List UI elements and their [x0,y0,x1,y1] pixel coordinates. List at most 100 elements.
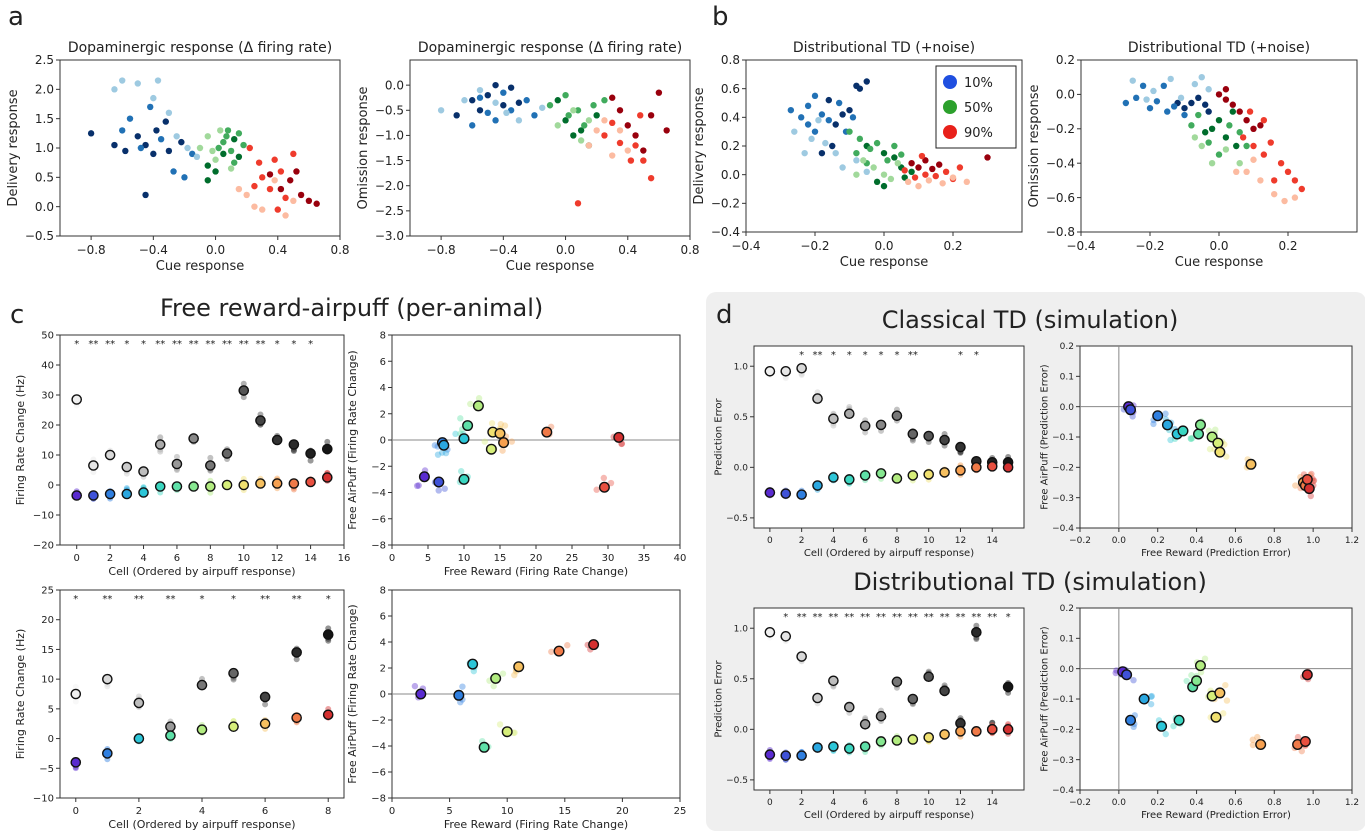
data-point [215,144,222,152]
data-point [624,147,631,154]
data-point [901,167,908,174]
x-axis-label: Free Reward (Firing Rate Change) [444,565,628,578]
reward-mean [859,420,871,432]
reward-mean [104,449,116,461]
x-tick-label: 15 [558,806,571,817]
data-point [1277,160,1285,167]
y-tick-label: 0.1 [1060,372,1074,382]
data-point [832,149,839,157]
y-axis-label: Prediction Error [713,659,724,737]
mean-point [1194,660,1206,672]
data-point [1222,146,1230,153]
data-point [562,92,569,99]
reward-mean [843,408,855,420]
data-point [1233,142,1240,150]
replicate-point [475,395,483,402]
data-point [266,171,274,178]
data-point [437,107,445,114]
airpuff-mean [812,742,823,753]
replicate-point [413,482,421,490]
data-point [189,150,196,158]
y-tick-label: 0.0 [734,725,749,735]
airpuff-mean [939,467,950,478]
y-tick-label: −8 [371,794,386,805]
significance-marker: ** [813,612,823,623]
data-point [313,200,320,207]
data-point [829,142,836,150]
data-point [217,127,224,134]
reward-mean [796,651,807,662]
significance-marker: ** [165,594,175,605]
data-point [476,107,484,114]
data-point [839,164,846,171]
x-axis-label: Cue response [156,259,245,274]
y-tick-label: −0.2 [1052,463,1074,473]
mean-point [458,473,470,485]
y-axis-label: Firing Rate Change (Hz) [14,375,27,506]
airpuff-mean [923,469,935,480]
x-tick-label: 8 [325,806,331,817]
x-tick-label: 0.2 [1151,536,1165,546]
mean-point [472,400,484,412]
reward-replicate [293,656,300,663]
reward-replicate [830,422,837,429]
reward-replicate [973,636,980,643]
data-point [1198,142,1205,150]
x-axis-label: Free Reward (Prediction Error) [1141,810,1291,821]
replicate-point [564,642,571,649]
data-point [290,197,297,204]
mean-point [462,420,474,432]
airpuff-mean [221,479,233,491]
data-point [1205,108,1212,115]
y-tick-label: 6 [380,357,386,368]
reward-replicate [240,394,247,401]
data-point [240,141,247,149]
x-tick-label: 6 [174,553,180,564]
reward-replicate [72,683,79,690]
data-point [849,114,857,121]
y-tick-label: 0.0 [1056,88,1075,102]
data-point [1229,108,1236,115]
data-point [601,97,608,104]
replicate-point [1249,736,1256,743]
reward-replicate [104,683,111,690]
data-point [235,130,243,137]
data-point [1122,99,1130,107]
reward-replicate [324,438,331,445]
data-point [469,122,476,129]
replicate-point [1254,733,1261,741]
data-point [984,154,991,161]
y-tick-label: 0.5 [734,413,748,423]
data-point [293,168,300,175]
reward-replicate [782,375,789,382]
data-point [111,86,118,93]
data-point [1150,87,1157,95]
significance-marker: * [958,350,963,361]
data-point [165,109,173,117]
data-point [835,99,843,107]
y-tick-label: −3.0 [375,229,404,243]
reward-mean [71,394,83,405]
x-tick-label: 4 [831,536,837,546]
replicate-point [1220,710,1227,717]
significance-marker: * [847,350,852,361]
title-panel-d-bottom: Distributional TD (simulation) [853,568,1207,596]
y-tick-label: 0.0 [734,463,749,473]
reward-mean [305,448,316,459]
replicate-point [435,487,442,494]
mean-point [1125,404,1137,416]
mean-point [553,645,565,657]
data-point [574,200,582,207]
y-tick-label: −2 [371,462,386,473]
x-tick-label: 0.4 [1189,536,1204,546]
airpuff-mean [828,741,839,752]
y-tick-label: 5 [48,704,54,715]
significance-marker: * [831,350,836,361]
airpuff-mean [171,481,183,492]
y-tick-label: 4 [380,638,386,649]
chart-c2: 0 5 10 15 20 25 30 35 40 −8 −6 −4 −2 0 2 4 6 8 Free Reward… [346,331,686,579]
x-tick-label: 0.2 [1278,239,1297,253]
data-point [147,103,154,111]
y-tick-label: −0.4 [1052,524,1074,534]
data-point [818,149,826,157]
